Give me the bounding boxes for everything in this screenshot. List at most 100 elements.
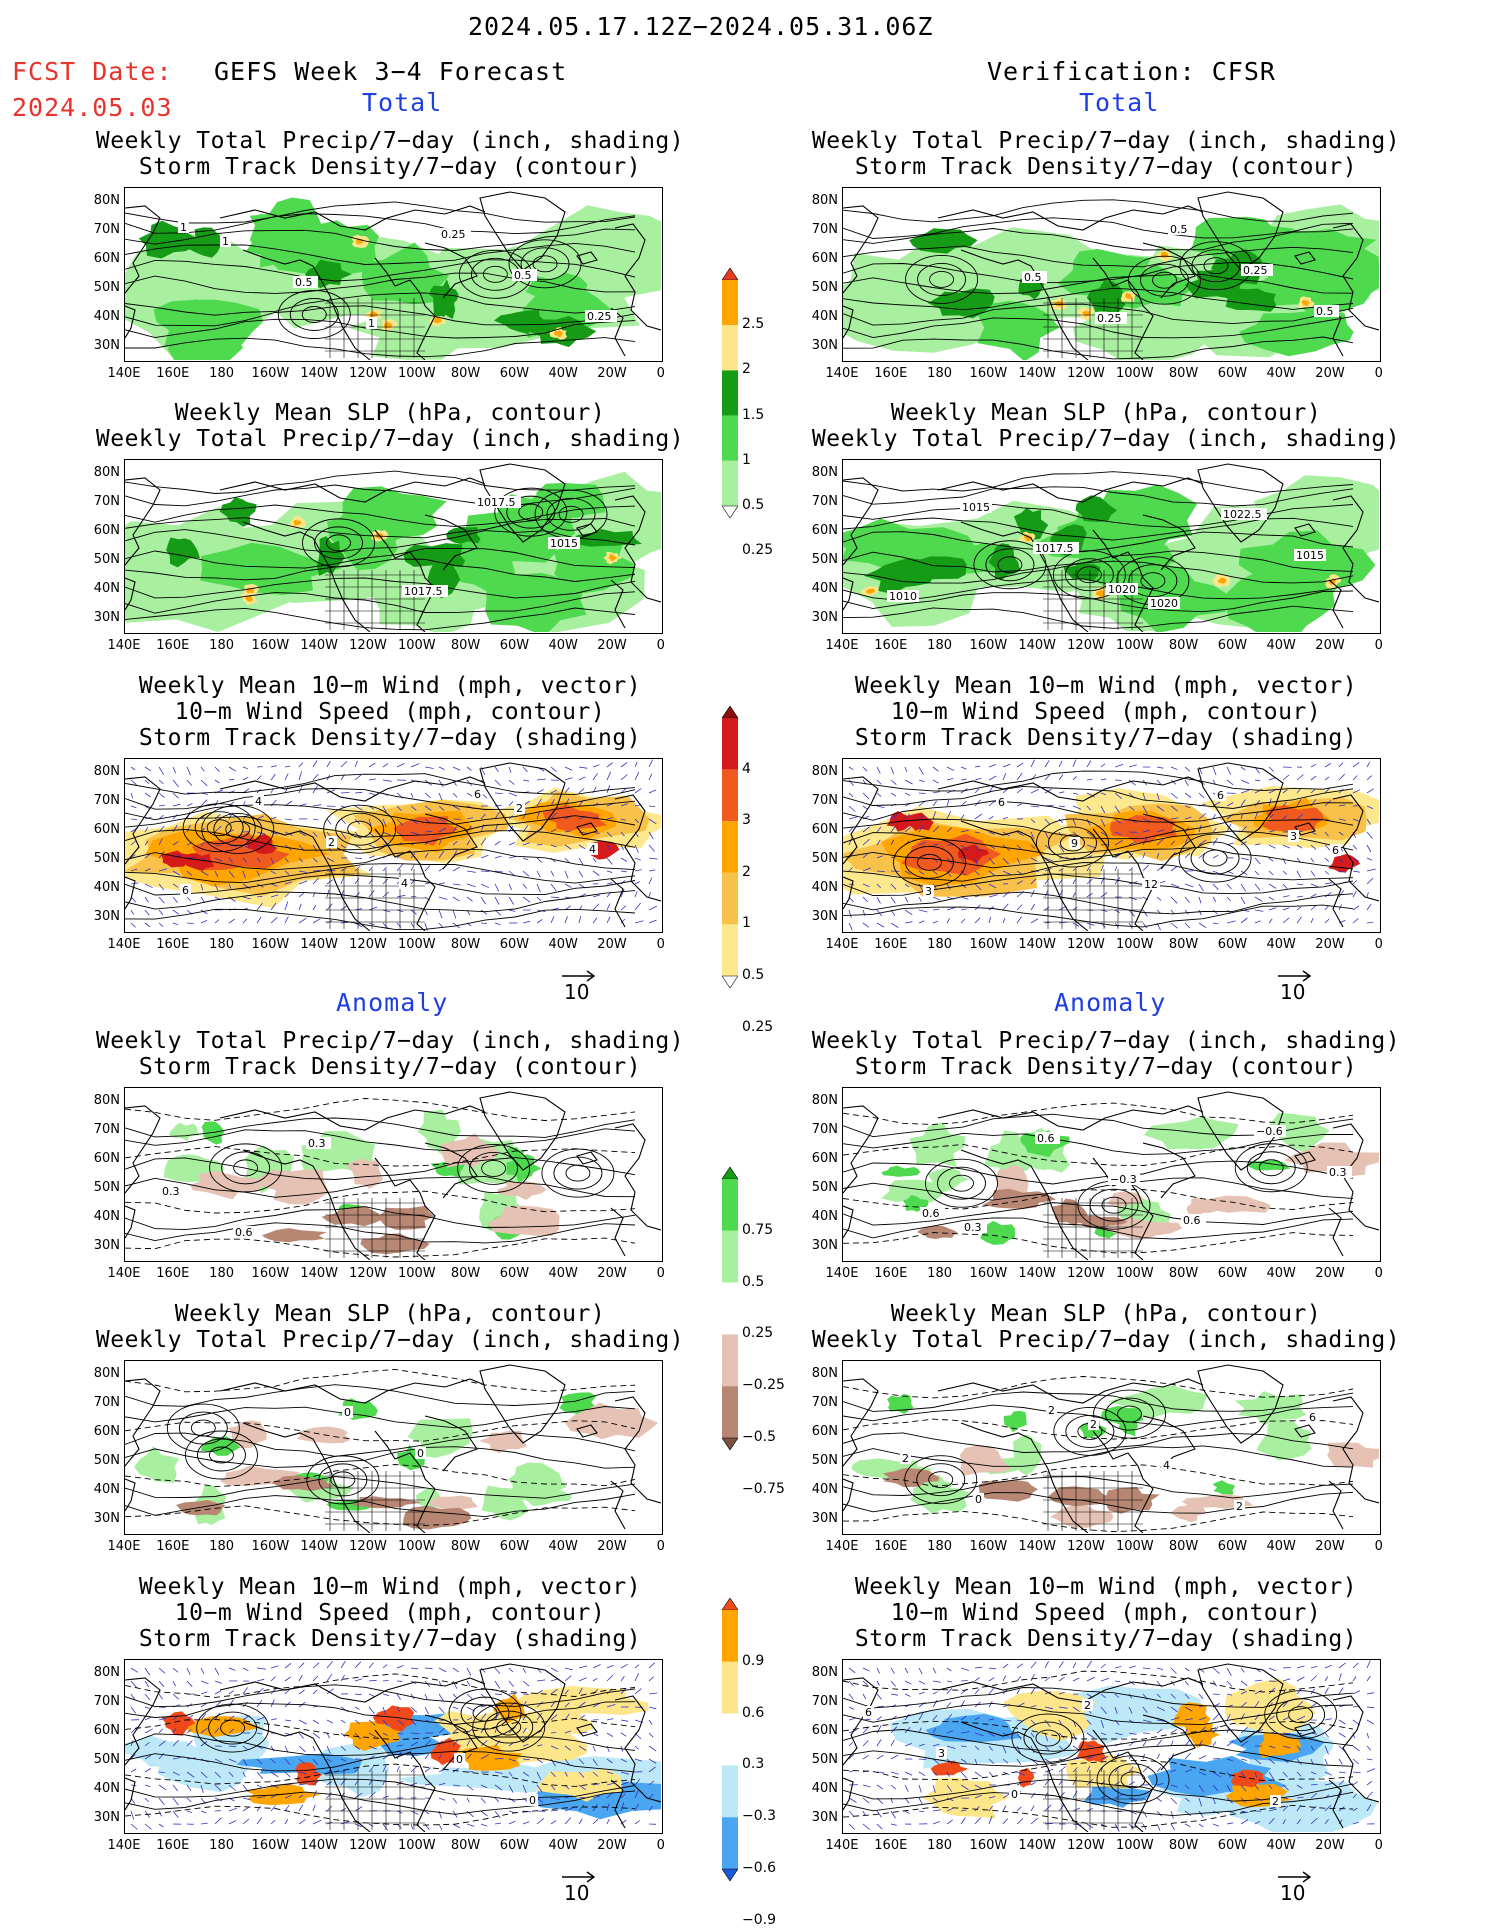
colorbar-swatch <box>722 1334 738 1386</box>
colorbar-swatch <box>722 706 738 718</box>
lon-tick-label: 140E <box>820 1838 864 1853</box>
lon-tick-label: 0 <box>1357 1266 1401 1281</box>
lat-tick-label: 40N <box>80 581 120 596</box>
colorbar-label: 0.9 <box>742 1653 764 1669</box>
lon-tick-label: 120W <box>1064 1539 1108 1554</box>
lon-tick-label: 160W <box>248 366 292 381</box>
contour-label: 1017.5 <box>477 496 516 509</box>
lon-tick-label: 100W <box>395 366 439 381</box>
lon-tick-label: 140E <box>820 366 864 381</box>
lon-tick-label: 20W <box>590 937 634 952</box>
map-canvas: 0.30.6−0.30.6−0.60.30.6 <box>843 1088 1379 1260</box>
colorbar-label: 3 <box>742 812 751 828</box>
colorbar-label: −0.6 <box>742 1860 776 1876</box>
lon-tick-label: 20W <box>1308 1838 1352 1853</box>
colorbar-label: −0.25 <box>742 1377 785 1393</box>
panel-title-total-precip-left: Weekly Total Precip/7−day (inch, shading… <box>95 128 685 180</box>
colorbar-swatch <box>722 924 738 976</box>
lat-tick-label: 80N <box>798 1093 838 1108</box>
lon-tick-label: 140W <box>1015 1539 1059 1554</box>
colorbar-swatch <box>722 370 738 415</box>
panel-title-total-precip-right: Weekly Total Precip/7−day (inch, shading… <box>811 128 1401 180</box>
lon-tick-label: 80W <box>444 366 488 381</box>
lon-tick-label: 140E <box>102 366 146 381</box>
lon-tick-label: 160E <box>151 1266 195 1281</box>
lon-tick-label: 140E <box>820 638 864 653</box>
colorbar-storm-total <box>722 706 738 988</box>
lon-tick-label: 160W <box>966 1539 1010 1554</box>
lat-tick-label: 30N <box>80 909 120 924</box>
colorbar-label: 2 <box>742 361 751 377</box>
lon-tick-label: 120W <box>1064 937 1108 952</box>
lat-tick-label: 70N <box>798 1122 838 1137</box>
contour-label: 3 <box>925 885 932 898</box>
lon-tick-label: 140E <box>820 937 864 952</box>
colorbar-swatches <box>722 268 738 518</box>
colorbar-swatches <box>722 706 738 988</box>
contour-label: 0.5 <box>1316 305 1334 318</box>
panel-title-total-wind-left: Weekly Mean 10−m Wind (mph, vector) 10−m… <box>95 673 685 751</box>
lon-tick-label: 40W <box>541 638 585 653</box>
panel-title-anom-wind-right: Weekly Mean 10−m Wind (mph, vector) 10−m… <box>811 1574 1401 1652</box>
lat-tick-label: 50N <box>80 280 120 295</box>
lon-tick-label: 80W <box>1162 937 1206 952</box>
colorbar-swatch <box>722 976 738 988</box>
map-canvas: 0.50.250.50.250.5 <box>843 188 1379 360</box>
lat-tick-label: 30N <box>80 338 120 353</box>
lat-tick-label: 70N <box>80 1694 120 1709</box>
lon-tick-label: 100W <box>1113 638 1157 653</box>
vector-reference-forecast-anomaly: 10 <box>560 1869 600 1909</box>
lat-tick-label: 70N <box>80 494 120 509</box>
contour-label: 6 <box>1309 1411 1316 1424</box>
lat-tick-label: 80N <box>798 1665 838 1680</box>
lon-tick-label: 0 <box>1357 1539 1401 1554</box>
contour-label: 4 <box>401 877 408 890</box>
lon-tick-label: 100W <box>395 1539 439 1554</box>
lon-tick-label: 140E <box>820 1539 864 1554</box>
lon-tick-label: 60W <box>1210 1266 1254 1281</box>
lon-tick-label: 180 <box>200 1838 244 1853</box>
lat-tick-label: 70N <box>798 494 838 509</box>
contour-label: 1020 <box>1108 583 1136 596</box>
lon-tick-label: 160E <box>869 1539 913 1554</box>
section-total-right: Total <box>1079 88 1159 117</box>
contour-label: 2 <box>328 836 335 849</box>
colorbar-swatch <box>722 416 738 461</box>
lon-tick-label: 80W <box>1162 1266 1206 1281</box>
lat-tick-label: 30N <box>80 1810 120 1825</box>
lat-tick-label: 60N <box>80 251 120 266</box>
contour-label: 1 <box>222 235 229 248</box>
fcst-date-value: 2024.05.03 <box>12 93 173 122</box>
lon-tick-label: 60W <box>1210 1838 1254 1853</box>
colorbar-label: 0.25 <box>742 1019 773 1035</box>
lon-tick-label: 60W <box>492 1539 536 1554</box>
contour-label: 2 <box>902 1452 909 1465</box>
colorbar-swatch <box>722 1610 738 1662</box>
lat-tick-label: 50N <box>80 552 120 567</box>
lon-tick-label: 60W <box>1210 1539 1254 1554</box>
lon-tick-label: 20W <box>1308 1539 1352 1554</box>
panel-title-total-wind-right: Weekly Mean 10−m Wind (mph, vector) 10−m… <box>811 673 1401 751</box>
contour-label: 6 <box>182 884 189 897</box>
colorbar-swatch <box>722 770 738 822</box>
lon-tick-label: 80W <box>444 1539 488 1554</box>
lon-tick-label: 140W <box>297 638 341 653</box>
contour-label: 0.6 <box>1183 1214 1201 1227</box>
lat-tick-label: 40N <box>80 880 120 895</box>
lon-tick-label: 0 <box>639 1266 683 1281</box>
lon-tick-label: 0 <box>639 1838 683 1853</box>
contour-label: 1020 <box>1150 597 1178 610</box>
colorbar-swatch <box>722 1167 738 1179</box>
colorbar-label: −0.3 <box>742 1808 776 1824</box>
colorbar-label: 0.5 <box>742 967 764 983</box>
lat-tick-label: 80N <box>798 1366 838 1381</box>
map-canvas: 0.30.60.3 <box>125 1088 661 1260</box>
contour-label: 0.6 <box>235 1226 253 1239</box>
lon-tick-label: 160W <box>248 1539 292 1554</box>
lat-tick-label: 50N <box>80 1453 120 1468</box>
